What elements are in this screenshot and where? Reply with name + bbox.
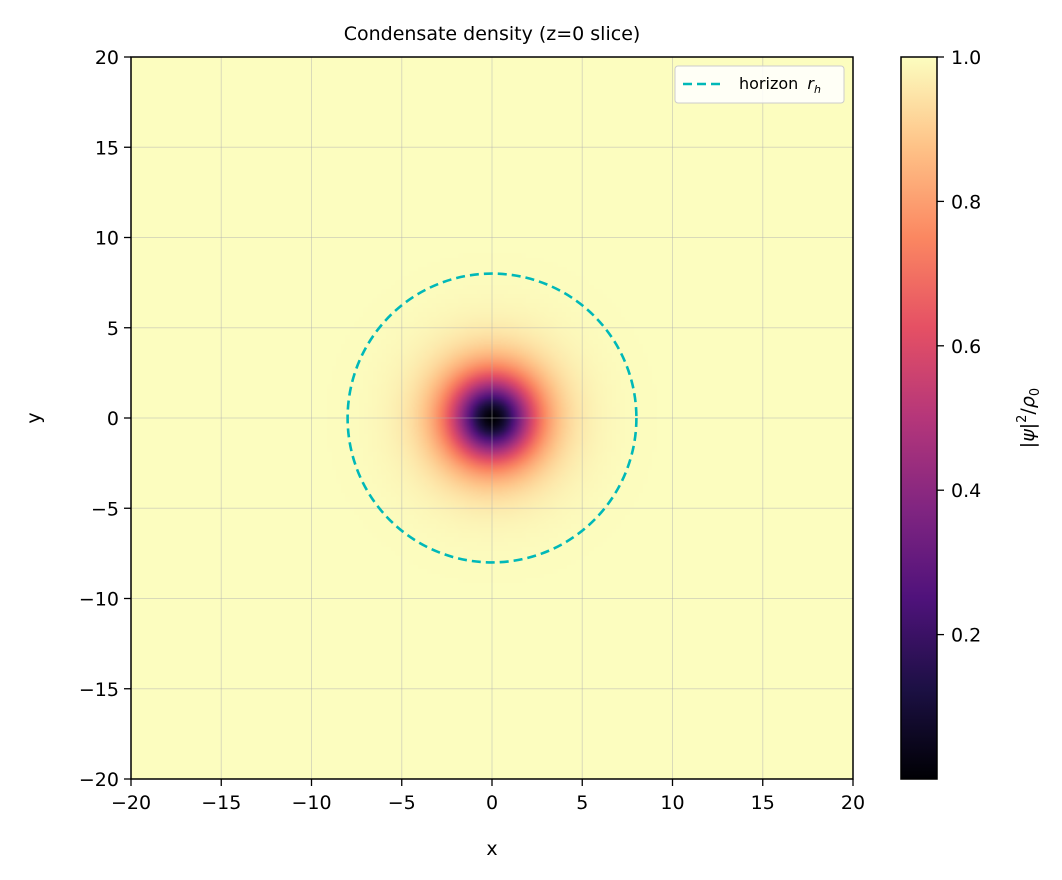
x-tick-label: −10: [291, 792, 331, 814]
y-tick-label: −10: [79, 589, 119, 611]
y-tick-label: 0: [107, 408, 119, 430]
x-tick-label: 0: [486, 792, 498, 814]
colorbar-tick-label: 0.8: [951, 191, 981, 213]
y-tick-label: 10: [95, 228, 119, 250]
x-tick-label: −20: [111, 792, 151, 814]
x-axis-label: x: [486, 838, 497, 860]
colorbar-tick-label: 0.4: [951, 480, 981, 502]
colorbar-tick-label: 0.6: [951, 336, 981, 358]
x-tick-label: 10: [660, 792, 684, 814]
legend-label-text: horizon: [739, 74, 798, 93]
y-axis-label: y: [23, 412, 45, 423]
y-tick-label: 5: [107, 318, 119, 340]
legend-label-symbol: r: [807, 74, 815, 93]
chart-title: Condensate density (z=0 slice): [344, 23, 641, 45]
colorbar-ticks: 0.2 0.4 0.6 0.8 1.0: [937, 47, 981, 647]
colorbar-label: |ψ|2/ρ0: [1015, 388, 1043, 448]
heatmap-image: [131, 57, 853, 779]
colorbar-tick-label: 0.2: [951, 625, 981, 647]
y-tick-label: 20: [95, 47, 119, 69]
colorbar-tick-label: 1.0: [951, 47, 981, 69]
y-axis: −20 −15 −10 −5 0 5 10 15 20: [79, 47, 131, 791]
x-tick-label: 15: [751, 792, 775, 814]
x-tick-label: −5: [388, 792, 416, 814]
y-tick-label: −5: [91, 498, 119, 520]
legend-label: horizon rh: [739, 74, 821, 96]
horizon-circle: [346, 272, 638, 564]
legend: horizon rh: [674, 65, 845, 104]
colorbar: [900, 56, 938, 780]
legend-label-subscript: h: [814, 83, 821, 96]
grid-lines: [131, 57, 853, 779]
y-tick-label: −15: [79, 679, 119, 701]
x-tick-label: 5: [576, 792, 588, 814]
legend-box: [674, 65, 845, 104]
x-tick-label: 20: [841, 792, 865, 814]
y-tick-label: 15: [95, 137, 119, 159]
y-tick-label: −20: [79, 769, 119, 791]
x-tick-label: −15: [201, 792, 241, 814]
x-axis: −20 −15 −10 −5 0 5 10 15 20: [111, 779, 865, 814]
